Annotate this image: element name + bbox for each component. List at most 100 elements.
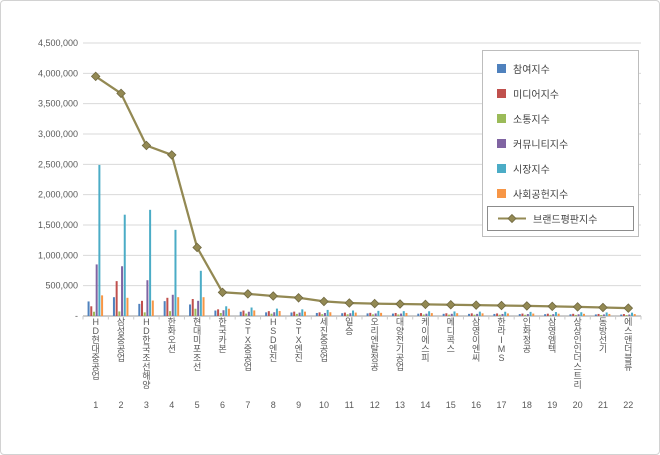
bar [295, 313, 298, 316]
bar [191, 299, 194, 316]
bar [369, 312, 372, 316]
bar [554, 312, 557, 316]
bar [253, 310, 256, 316]
bar [177, 297, 180, 316]
legend-label: 미디어지수 [513, 90, 559, 101]
y-tick-label: 3,000,000 [38, 129, 78, 139]
bar [352, 310, 355, 316]
bar [303, 311, 306, 316]
legend-label: 소통지수 [513, 115, 550, 126]
category-index: 9 [296, 400, 301, 410]
category-index: 11 [345, 400, 354, 410]
trend-point [420, 299, 431, 310]
bar [217, 309, 220, 316]
legend-label: 참여지수 [513, 65, 550, 76]
bar [572, 313, 575, 316]
bar [225, 306, 228, 316]
trend-point [243, 289, 253, 299]
bar [521, 313, 524, 316]
trend-point [192, 242, 202, 253]
bar [524, 314, 527, 316]
bar [371, 314, 374, 316]
bar [275, 308, 278, 316]
trend-point [598, 302, 608, 313]
bar [290, 312, 293, 316]
bar [121, 266, 124, 316]
bar [242, 310, 245, 316]
bar [250, 307, 253, 316]
bar [321, 314, 324, 316]
y-tick-label: 1,500,000 [38, 220, 78, 230]
trend-point [446, 299, 456, 310]
bar [329, 312, 332, 316]
bar [628, 314, 631, 316]
bar [608, 313, 611, 316]
bar [138, 303, 141, 316]
bar [552, 314, 555, 316]
bar [569, 314, 572, 316]
bar [496, 313, 499, 316]
legend-item[interactable]: 사회공헌지수 [483, 181, 638, 206]
category-index: 18 [522, 400, 532, 410]
bar [349, 313, 352, 316]
bar [450, 313, 453, 316]
bar [301, 309, 304, 316]
bar [453, 311, 456, 316]
bar [377, 310, 380, 316]
category-index: 8 [271, 400, 276, 410]
trend-point [471, 300, 481, 310]
y-tick-label: 2,500,000 [38, 159, 78, 169]
legend-item[interactable]: 커뮤니티지수 [483, 131, 638, 156]
bar [174, 229, 177, 316]
trend-point [344, 298, 355, 308]
bar [622, 314, 625, 316]
bar [526, 314, 529, 316]
trend-point [141, 140, 152, 151]
category-index: 15 [446, 400, 456, 410]
bar [315, 312, 318, 316]
bar [87, 301, 90, 316]
bar [476, 313, 479, 316]
bar [318, 312, 321, 316]
legend-label: 사회공헌지수 [513, 190, 569, 201]
bar [273, 312, 276, 316]
legend-item[interactable]: 소통지수 [483, 106, 638, 131]
trend-line [95, 75, 629, 310]
bar [95, 264, 98, 316]
category-index: 4 [169, 400, 174, 410]
trend-point [496, 300, 507, 311]
trend-point [90, 71, 101, 82]
bar [239, 311, 242, 316]
bar [405, 312, 408, 316]
bar [481, 313, 484, 316]
legend-item-selected[interactable]: 브랜드평판지수 [487, 206, 634, 231]
bar [366, 313, 369, 316]
bar [597, 313, 600, 316]
bar [420, 313, 423, 316]
bar [166, 297, 169, 316]
bar [625, 315, 628, 316]
bar [298, 312, 301, 316]
legend-item[interactable]: 참여지수 [483, 56, 638, 81]
bar [247, 311, 250, 316]
trend-point [268, 291, 278, 301]
bar [448, 314, 451, 316]
bar [199, 270, 202, 316]
legend-item[interactable]: 미디어지수 [483, 81, 638, 106]
bar [278, 311, 281, 316]
bar [98, 164, 101, 316]
category-index: 2 [118, 400, 123, 410]
legend-item[interactable]: 시장지수 [483, 156, 638, 181]
y-tick-label: 4,000,000 [38, 68, 78, 78]
